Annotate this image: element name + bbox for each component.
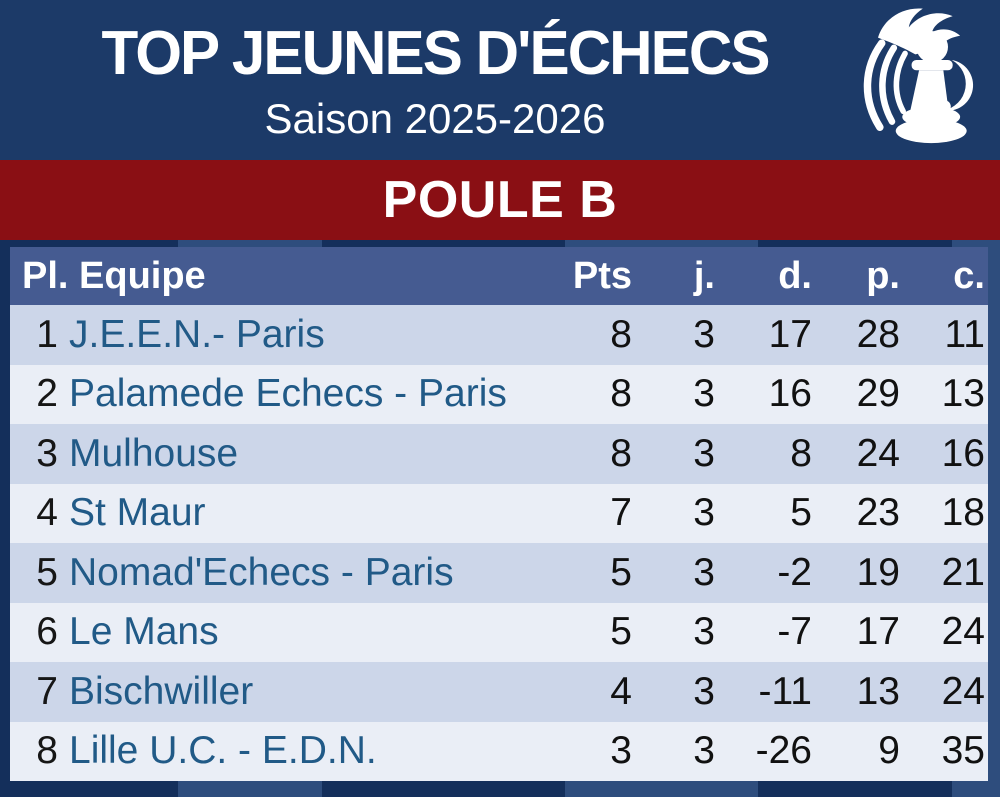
table-row: 5 Nomad'Echecs - Paris 5 3 -2 19 21 bbox=[10, 543, 988, 603]
against-cell: 11 bbox=[944, 312, 986, 356]
table-row: 2 Palamede Echecs - Paris 8 3 16 29 13 bbox=[10, 364, 988, 424]
standings-table: Pl. Equipe Pts j. d. p. c. 1 J.E.E.N.- P… bbox=[10, 247, 988, 781]
against-cell: 13 bbox=[941, 372, 985, 416]
header-for: p. bbox=[866, 254, 900, 297]
diff-cell: -7 bbox=[777, 610, 812, 654]
against-cell: 16 bbox=[941, 431, 985, 475]
diff-cell: -2 bbox=[777, 550, 812, 594]
header-points: Pts bbox=[572, 254, 632, 297]
played-cell: 3 bbox=[693, 550, 715, 594]
team-cell: Mulhouse bbox=[69, 431, 239, 475]
for-cell: 29 bbox=[856, 372, 900, 416]
hero-text-block: TOP JEUNES D'ÉCHECS Saison 2025-2026 bbox=[0, 0, 870, 160]
rank-cell: 7 bbox=[36, 669, 58, 713]
team-cell: Palamede Echecs - Paris bbox=[69, 372, 507, 416]
played-cell: 3 bbox=[693, 669, 715, 713]
played-cell: 3 bbox=[693, 610, 715, 654]
team-cell: J.E.E.N.- Paris bbox=[69, 312, 325, 356]
pool-label: POULE B bbox=[382, 171, 618, 229]
for-cell: 23 bbox=[856, 491, 900, 535]
diff-cell: 17 bbox=[768, 312, 812, 356]
points-cell: 5 bbox=[610, 550, 632, 594]
diff-cell: -26 bbox=[755, 729, 812, 773]
against-cell: 21 bbox=[941, 550, 985, 594]
header-played: j. bbox=[693, 254, 715, 297]
against-cell: 24 bbox=[941, 669, 985, 713]
table-row: 4 St Maur 7 3 5 23 18 bbox=[10, 483, 988, 543]
rank-cell: 6 bbox=[36, 610, 58, 654]
rank-cell: 8 bbox=[36, 729, 58, 773]
for-cell: 17 bbox=[856, 610, 900, 654]
rank-cell: 2 bbox=[36, 372, 58, 416]
rank-cell: 3 bbox=[36, 431, 58, 475]
rank-cell: 4 bbox=[36, 491, 58, 535]
diff-cell: -11 bbox=[758, 669, 812, 713]
against-cell: 18 bbox=[941, 491, 985, 535]
diff-cell: 8 bbox=[790, 431, 812, 475]
played-cell: 3 bbox=[693, 312, 715, 356]
points-cell: 8 bbox=[610, 372, 632, 416]
team-cell: Bischwiller bbox=[69, 669, 254, 713]
table-row: 7 Bischwiller 4 3 -11 13 24 bbox=[10, 662, 988, 722]
rooster-chess-pawn-icon bbox=[850, 4, 990, 158]
for-cell: 19 bbox=[856, 550, 900, 594]
points-cell: 8 bbox=[610, 312, 632, 356]
table-row: 3 Mulhouse 8 3 8 24 16 bbox=[10, 424, 988, 484]
diff-cell: 5 bbox=[790, 491, 812, 535]
table-header-row: Pl. Equipe Pts j. d. p. c. bbox=[10, 247, 988, 305]
table-row: 6 Le Mans 5 3 -7 17 24 bbox=[10, 602, 988, 662]
played-cell: 3 bbox=[693, 729, 715, 773]
diff-cell: 16 bbox=[768, 372, 812, 416]
table-row: 1 J.E.E.N.- Paris 8 3 17 28 11 bbox=[10, 305, 988, 365]
hero-banner: TOP JEUNES D'ÉCHECS Saison 2025-2026 bbox=[0, 0, 1000, 160]
rank-cell: 5 bbox=[36, 550, 58, 594]
against-cell: 35 bbox=[941, 729, 985, 773]
pool-band: POULE B bbox=[0, 160, 1000, 240]
points-cell: 3 bbox=[610, 729, 632, 773]
team-cell: Le Mans bbox=[69, 610, 219, 654]
table-body: 1 J.E.E.N.- Paris 8 3 17 28 11 2 Palamed… bbox=[10, 305, 988, 781]
table-row: 8 Lille U.C. - E.D.N. 3 3 -26 9 35 bbox=[10, 721, 988, 781]
for-cell: 28 bbox=[856, 312, 900, 356]
team-cell: St Maur bbox=[69, 491, 206, 535]
points-cell: 8 bbox=[610, 431, 632, 475]
played-cell: 3 bbox=[693, 431, 715, 475]
header-against: c. bbox=[953, 254, 985, 297]
for-cell: 9 bbox=[878, 729, 900, 773]
against-cell: 24 bbox=[941, 610, 985, 654]
header-diff: d. bbox=[778, 254, 812, 297]
header-place-team: Pl. Equipe bbox=[22, 254, 206, 297]
team-cell: Nomad'Echecs - Paris bbox=[69, 550, 454, 594]
rank-cell: 1 bbox=[36, 312, 58, 356]
points-cell: 5 bbox=[610, 610, 632, 654]
for-cell: 13 bbox=[856, 669, 900, 713]
season-subtitle: Saison 2025-2026 bbox=[264, 95, 606, 142]
for-cell: 24 bbox=[856, 431, 900, 475]
played-cell: 3 bbox=[693, 491, 715, 535]
points-cell: 4 bbox=[610, 669, 632, 713]
points-cell: 7 bbox=[610, 491, 632, 535]
team-cell: Lille U.C. - E.D.N. bbox=[69, 729, 377, 773]
page-title: TOP JEUNES D'ÉCHECS bbox=[101, 19, 770, 88]
played-cell: 3 bbox=[693, 372, 715, 416]
